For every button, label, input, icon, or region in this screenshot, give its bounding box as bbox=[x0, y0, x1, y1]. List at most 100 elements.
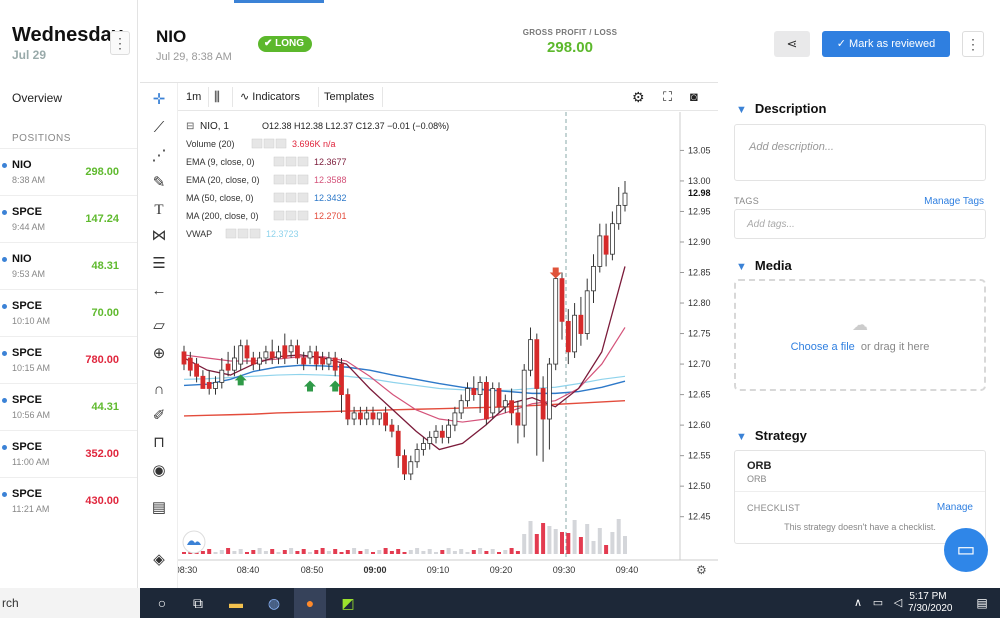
measure-icon[interactable]: ▱ bbox=[153, 317, 165, 334]
eye-icon[interactable]: ◉ bbox=[152, 462, 166, 479]
task-view-icon[interactable]: ⧉ bbox=[193, 595, 203, 611]
volume-bar bbox=[245, 552, 249, 554]
indicator-action-icon[interactable] bbox=[225, 228, 237, 239]
overview-link[interactable]: Overview bbox=[12, 91, 63, 105]
settings-icon[interactable]: ⚙ bbox=[632, 89, 645, 105]
cortana-icon[interactable]: ○ bbox=[157, 595, 167, 611]
volume-icon[interactable]: ◁ bbox=[893, 597, 903, 609]
interval-selector[interactable]: 1m bbox=[186, 91, 202, 103]
buy-marker-icon bbox=[304, 380, 316, 392]
tray-chevron-icon[interactable]: ∧ bbox=[853, 597, 863, 609]
position-item[interactable]: SPCE 9:44 AM 147.24 bbox=[0, 195, 137, 242]
indicator-action-icon[interactable] bbox=[273, 174, 285, 185]
indicators-button[interactable]: ∿ Indicators bbox=[240, 83, 300, 111]
taskbar-search[interactable]: rch bbox=[0, 588, 140, 618]
indicator-action-icon[interactable] bbox=[263, 138, 275, 149]
candle-body bbox=[376, 412, 382, 420]
indicator-action-icon[interactable] bbox=[285, 156, 297, 167]
y-tick-label: 12.45 bbox=[688, 512, 711, 522]
candle-type-icon[interactable]: ⫼ bbox=[214, 89, 220, 104]
indicator-action-icon[interactable] bbox=[297, 192, 309, 203]
indicator-name[interactable]: MA (200, close, 0) bbox=[186, 211, 259, 221]
manage-checklist-link[interactable]: Manage bbox=[936, 502, 973, 513]
manage-tags-link[interactable]: Manage Tags bbox=[924, 196, 984, 207]
indicator-action-icon[interactable] bbox=[297, 210, 309, 221]
indicator-action-icon[interactable] bbox=[273, 210, 285, 221]
pencil-lock-icon[interactable]: ✐ bbox=[152, 407, 166, 424]
trade-menu-button[interactable]: ⋮ bbox=[962, 31, 984, 57]
zoom-in-icon[interactable]: ⊕ bbox=[152, 345, 166, 362]
share-button[interactable]: ⋖ bbox=[774, 31, 810, 57]
drag-text: or drag it here bbox=[860, 341, 930, 353]
position-item[interactable]: SPCE 10:56 AM 44.31 bbox=[0, 383, 137, 430]
media-title: Media bbox=[754, 258, 792, 273]
strategy-section-header[interactable]: ▼ Strategy bbox=[736, 428, 807, 443]
description-section-header[interactable]: ▼ Description bbox=[736, 101, 826, 116]
arrow-left-icon[interactable]: ← bbox=[151, 282, 167, 299]
position-item[interactable]: NIO 8:38 AM 298.00 bbox=[0, 148, 137, 195]
crosshair-icon[interactable]: ✛ bbox=[152, 91, 166, 108]
indicator-name[interactable]: EMA (9, close, 0) bbox=[186, 157, 255, 167]
volume-bar bbox=[440, 550, 445, 554]
choose-file-link[interactable]: Choose a file bbox=[790, 341, 855, 353]
file-explorer-icon[interactable]: ▬ bbox=[229, 595, 243, 611]
divider bbox=[208, 87, 209, 107]
pattern-icon[interactable]: ⋈ bbox=[151, 227, 167, 244]
battery-icon[interactable]: ▭ bbox=[872, 597, 884, 609]
legend-symbol[interactable]: NIO, 1 bbox=[200, 121, 229, 132]
strategy-name[interactable]: ORB bbox=[747, 460, 772, 472]
firefox-icon[interactable]: ● bbox=[294, 588, 326, 618]
camera-icon[interactable]: ◙ bbox=[690, 89, 698, 104]
volume-bar bbox=[471, 550, 476, 554]
indicator-action-icon[interactable] bbox=[273, 156, 285, 167]
indicator-action-icon[interactable] bbox=[273, 192, 285, 203]
indicator-action-icon[interactable] bbox=[249, 228, 261, 239]
indicator-name[interactable]: EMA (20, close, 0) bbox=[186, 175, 260, 185]
media-dropzone[interactable]: ☁ Choose a file or drag it here bbox=[734, 279, 986, 391]
indicator-action-icon[interactable] bbox=[285, 174, 297, 185]
indicator-action-icon[interactable] bbox=[285, 210, 297, 221]
day-menu-button[interactable]: ⋮ bbox=[110, 31, 130, 55]
indicator-name[interactable]: Volume (20) bbox=[186, 139, 235, 149]
indicator-action-icon[interactable] bbox=[275, 138, 287, 149]
fib-icon[interactable]: ⋰ bbox=[151, 147, 167, 164]
fullscreen-icon[interactable]: ⛶ bbox=[663, 89, 673, 104]
indicator-action-icon[interactable] bbox=[285, 192, 297, 203]
app-icon[interactable]: ◍ bbox=[267, 595, 281, 611]
magnet-icon[interactable]: ∩ bbox=[153, 381, 165, 398]
lock-icon[interactable]: ⊓ bbox=[153, 434, 165, 451]
tags-input[interactable]: Add tags... bbox=[734, 209, 986, 239]
indicator-name[interactable]: VWAP bbox=[186, 229, 212, 239]
brush-icon[interactable]: ✎ bbox=[152, 174, 166, 191]
media-section-header[interactable]: ▼ Media bbox=[736, 258, 792, 273]
position-item[interactable]: SPCE 11:21 AM 430.00 bbox=[0, 477, 137, 524]
y-tick-label: 12.60 bbox=[688, 420, 711, 430]
chat-launcher-button[interactable]: ▭ bbox=[944, 528, 988, 572]
indicator-action-icon[interactable] bbox=[237, 228, 249, 239]
axis-settings-icon[interactable]: ⚙ bbox=[696, 563, 707, 577]
taskbar-clock[interactable]: 5:17 PM 7/30/2020 bbox=[908, 591, 953, 615]
price-chart[interactable]: 13.05 13.00 12.95 12.90 12.85 12.80 12.75 12.70… bbox=[178, 112, 718, 589]
position-item[interactable]: SPCE 10:15 AM 780.00 bbox=[0, 336, 137, 383]
position-item[interactable]: NIO 9:53 AM 48.31 bbox=[0, 242, 137, 289]
trend-line-icon[interactable]: ⟋ bbox=[153, 119, 165, 136]
templates-button[interactable]: Templates bbox=[324, 91, 375, 103]
text-tool-icon[interactable]: T bbox=[154, 202, 164, 218]
mark-reviewed-button[interactable]: ✓ Mark as reviewed bbox=[822, 31, 950, 57]
indicator-action-icon[interactable] bbox=[297, 156, 309, 167]
indicator-action-icon[interactable] bbox=[251, 138, 263, 149]
indicator-action-icon[interactable] bbox=[297, 174, 309, 185]
volume-bar bbox=[497, 552, 501, 554]
volume-bar bbox=[276, 552, 281, 554]
position-item[interactable]: SPCE 10:10 AM 70.00 bbox=[0, 289, 137, 336]
chart-app-icon[interactable]: ◩ bbox=[341, 595, 355, 611]
layers-icon[interactable]: ◈ bbox=[153, 551, 165, 568]
notifications-icon[interactable]: ▤ bbox=[976, 596, 988, 610]
description-input[interactable]: Add description... bbox=[734, 124, 986, 181]
volume-bar bbox=[591, 541, 596, 554]
position-item[interactable]: SPCE 11:00 AM 352.00 bbox=[0, 430, 137, 477]
ruler-lines-icon[interactable]: ☰ bbox=[152, 255, 166, 272]
indicator-name[interactable]: MA (50, close, 0) bbox=[186, 193, 254, 203]
collapse-legend-icon[interactable]: ⊟ bbox=[186, 121, 194, 132]
trash-icon[interactable]: ▤ bbox=[151, 499, 167, 516]
